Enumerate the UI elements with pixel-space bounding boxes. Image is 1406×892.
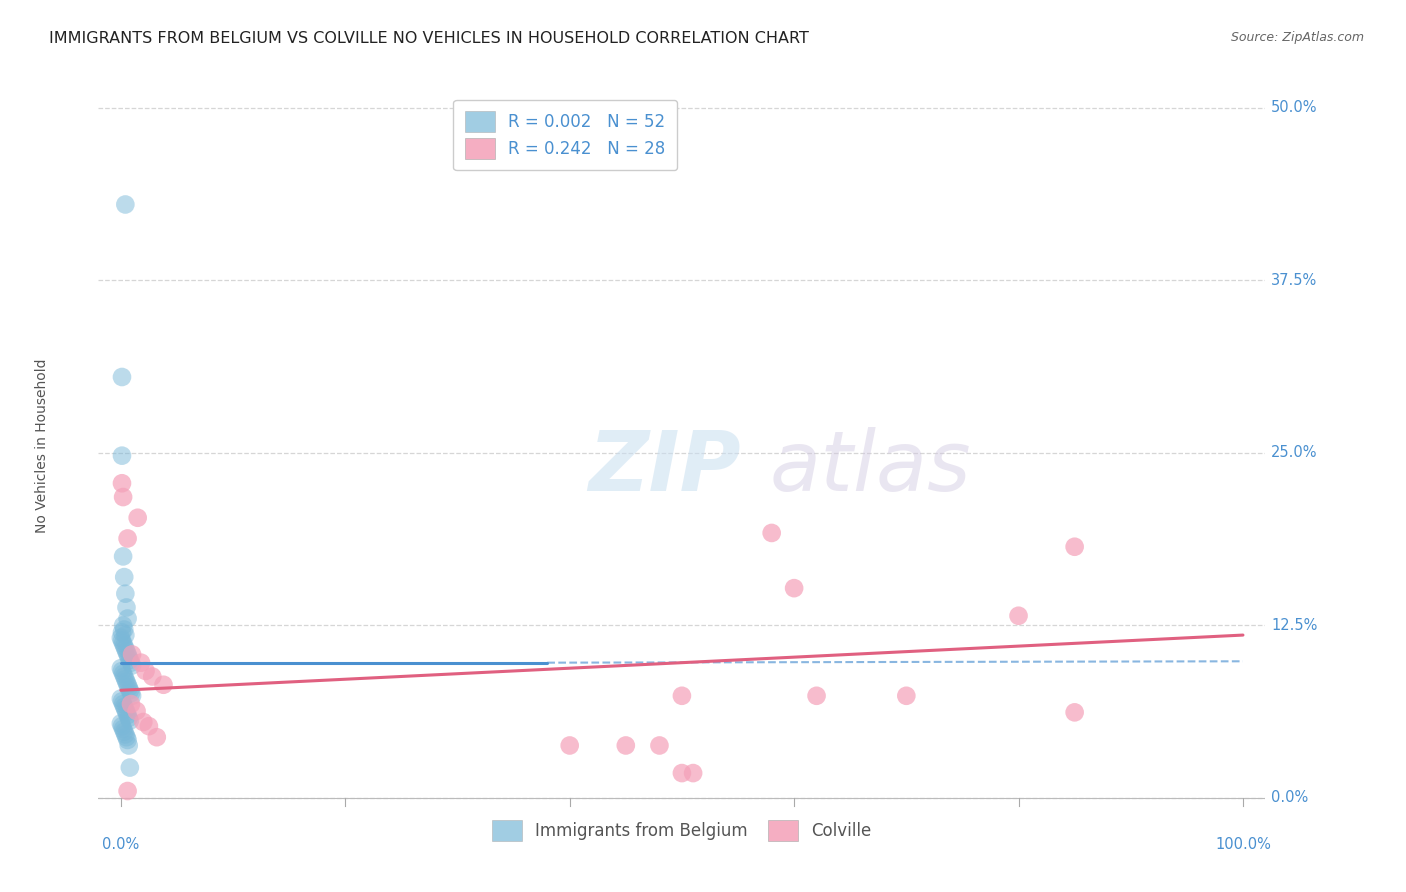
- Point: [761, 525, 783, 540]
- Point: [111, 625, 134, 640]
- Point: [118, 650, 141, 665]
- Point: [121, 658, 143, 673]
- Point: [117, 611, 139, 625]
- Point: [111, 694, 134, 708]
- Text: 25.0%: 25.0%: [1271, 445, 1317, 460]
- Point: [129, 656, 152, 670]
- Point: [112, 666, 135, 681]
- Point: [112, 490, 135, 504]
- Point: [111, 449, 134, 463]
- Text: 0.0%: 0.0%: [103, 837, 139, 852]
- Point: [121, 648, 143, 662]
- Legend: Immigrants from Belgium, Colville: Immigrants from Belgium, Colville: [485, 814, 879, 847]
- Point: [111, 664, 134, 678]
- Point: [110, 631, 132, 645]
- Point: [112, 636, 135, 650]
- Text: IMMIGRANTS FROM BELGIUM VS COLVILLE NO VEHICLES IN HOUSEHOLD CORRELATION CHART: IMMIGRANTS FROM BELGIUM VS COLVILLE NO V…: [49, 31, 808, 46]
- Point: [110, 691, 132, 706]
- Point: [118, 711, 141, 725]
- Point: [114, 587, 136, 601]
- Point: [146, 730, 169, 744]
- Point: [115, 645, 138, 659]
- Point: [114, 628, 136, 642]
- Point: [671, 689, 693, 703]
- Point: [117, 532, 139, 546]
- Point: [682, 766, 704, 780]
- Point: [112, 549, 135, 564]
- Point: [135, 664, 157, 678]
- Point: [112, 724, 135, 739]
- Point: [111, 476, 134, 491]
- Point: [1007, 608, 1029, 623]
- Point: [117, 648, 139, 662]
- Point: [558, 739, 581, 753]
- Point: [1063, 540, 1085, 554]
- Text: 37.5%: 37.5%: [1271, 273, 1317, 288]
- Point: [896, 689, 918, 703]
- Point: [111, 370, 134, 384]
- Point: [152, 678, 174, 692]
- Point: [118, 714, 141, 728]
- Text: 12.5%: 12.5%: [1271, 618, 1317, 633]
- Point: [132, 714, 155, 729]
- Text: 50.0%: 50.0%: [1271, 101, 1317, 115]
- Point: [111, 719, 134, 733]
- Point: [118, 739, 141, 753]
- Point: [115, 600, 138, 615]
- Point: [117, 784, 139, 798]
- Point: [117, 678, 139, 692]
- Point: [118, 681, 141, 695]
- Point: [115, 730, 138, 744]
- Text: Source: ZipAtlas.com: Source: ZipAtlas.com: [1230, 31, 1364, 45]
- Point: [121, 689, 143, 703]
- Point: [1063, 706, 1085, 720]
- Point: [783, 581, 806, 595]
- Point: [806, 689, 828, 703]
- Point: [112, 623, 135, 637]
- Point: [118, 683, 141, 698]
- Point: [120, 656, 142, 670]
- Point: [120, 697, 142, 711]
- Point: [112, 618, 135, 632]
- Point: [112, 669, 135, 683]
- Point: [138, 719, 160, 733]
- Text: atlas: atlas: [769, 427, 972, 508]
- Text: 100.0%: 100.0%: [1215, 837, 1271, 852]
- Point: [110, 716, 132, 731]
- Point: [115, 706, 138, 720]
- Point: [114, 703, 136, 717]
- Point: [114, 672, 136, 686]
- Point: [648, 739, 671, 753]
- Point: [118, 760, 141, 774]
- Point: [125, 704, 148, 718]
- Point: [671, 766, 693, 780]
- Point: [111, 633, 134, 648]
- Point: [110, 661, 132, 675]
- Point: [117, 733, 139, 747]
- Point: [115, 675, 138, 690]
- Point: [112, 722, 135, 736]
- Point: [614, 739, 637, 753]
- Point: [114, 727, 136, 741]
- Point: [112, 697, 135, 711]
- Point: [114, 641, 136, 656]
- Text: No Vehicles in Household: No Vehicles in Household: [35, 359, 49, 533]
- Text: ZIP: ZIP: [589, 427, 741, 508]
- Point: [117, 708, 139, 723]
- Point: [112, 699, 135, 714]
- Point: [112, 570, 135, 584]
- Point: [114, 197, 136, 211]
- Text: 0.0%: 0.0%: [1271, 790, 1308, 805]
- Point: [127, 510, 149, 524]
- Point: [120, 686, 142, 700]
- Point: [112, 639, 135, 653]
- Point: [118, 653, 141, 667]
- Point: [141, 669, 163, 683]
